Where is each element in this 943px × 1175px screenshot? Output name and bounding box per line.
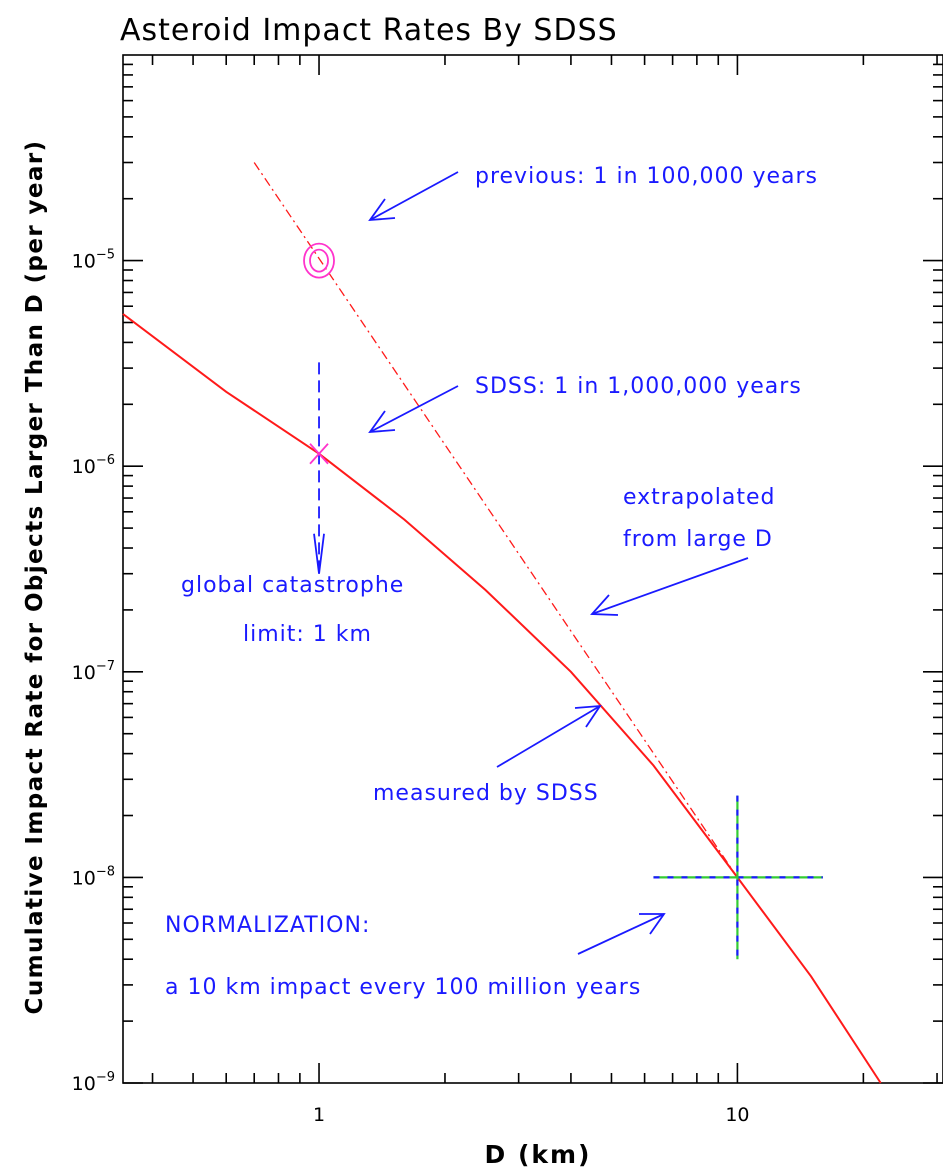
annotation-measured: measured by SDSS [373,781,599,806]
y-tick-label: 10−7 [72,659,115,684]
arrow-previous [368,171,459,222]
x-tick-label: 1 [313,1104,325,1126]
annotation-global-1: global catastrophe [181,573,404,598]
annotation-normalization-2: a 10 km impact every 100 million years [165,975,641,1000]
arrow-measured [496,704,602,768]
y-tick-label: 10−5 [72,248,115,273]
limit-arrowhead [313,533,325,574]
y-tick-label: 10−8 [72,864,115,889]
plot-area [122,162,882,1084]
y-tick-label: 10−9 [72,1070,115,1095]
x-tick-label: 10 [725,1104,749,1126]
arrow-extrapolated [590,557,749,616]
extrapolated-line [253,162,738,878]
previous-estimate-marker [303,242,335,279]
annotation-extrapolated-1: extrapolated [623,485,775,510]
arrow-sdss [368,385,459,434]
plot-frame [122,54,943,1084]
chart-title: Asteroid Impact Rates By SDSS [120,13,618,48]
annotation-previous: previous: 1 in 100,000 years [475,164,818,189]
annotation-normalization-1: NORMALIZATION: [165,913,370,938]
previous-estimate-marker-inner [309,248,329,273]
y-axis-label: Cumulative Impact Rate for Objects Large… [22,140,48,1015]
axes: 1 10 10−9 10−8 10−7 10−6 10−5 [72,54,943,1126]
x-axis-label: D (km) [485,1140,592,1169]
arrow-normalization [577,913,666,955]
annotation-extrapolated-2: from large D [623,527,773,552]
annotation-sdss-rate: SDSS: 1 in 1,000,000 years [475,374,802,399]
annotation-arrows [368,171,749,955]
y-tick-label: 10−6 [72,453,115,478]
measured-curve [122,313,882,1084]
annotation-global-2: limit: 1 km [243,622,372,647]
sdss-estimate-marker-stroke [309,443,329,465]
